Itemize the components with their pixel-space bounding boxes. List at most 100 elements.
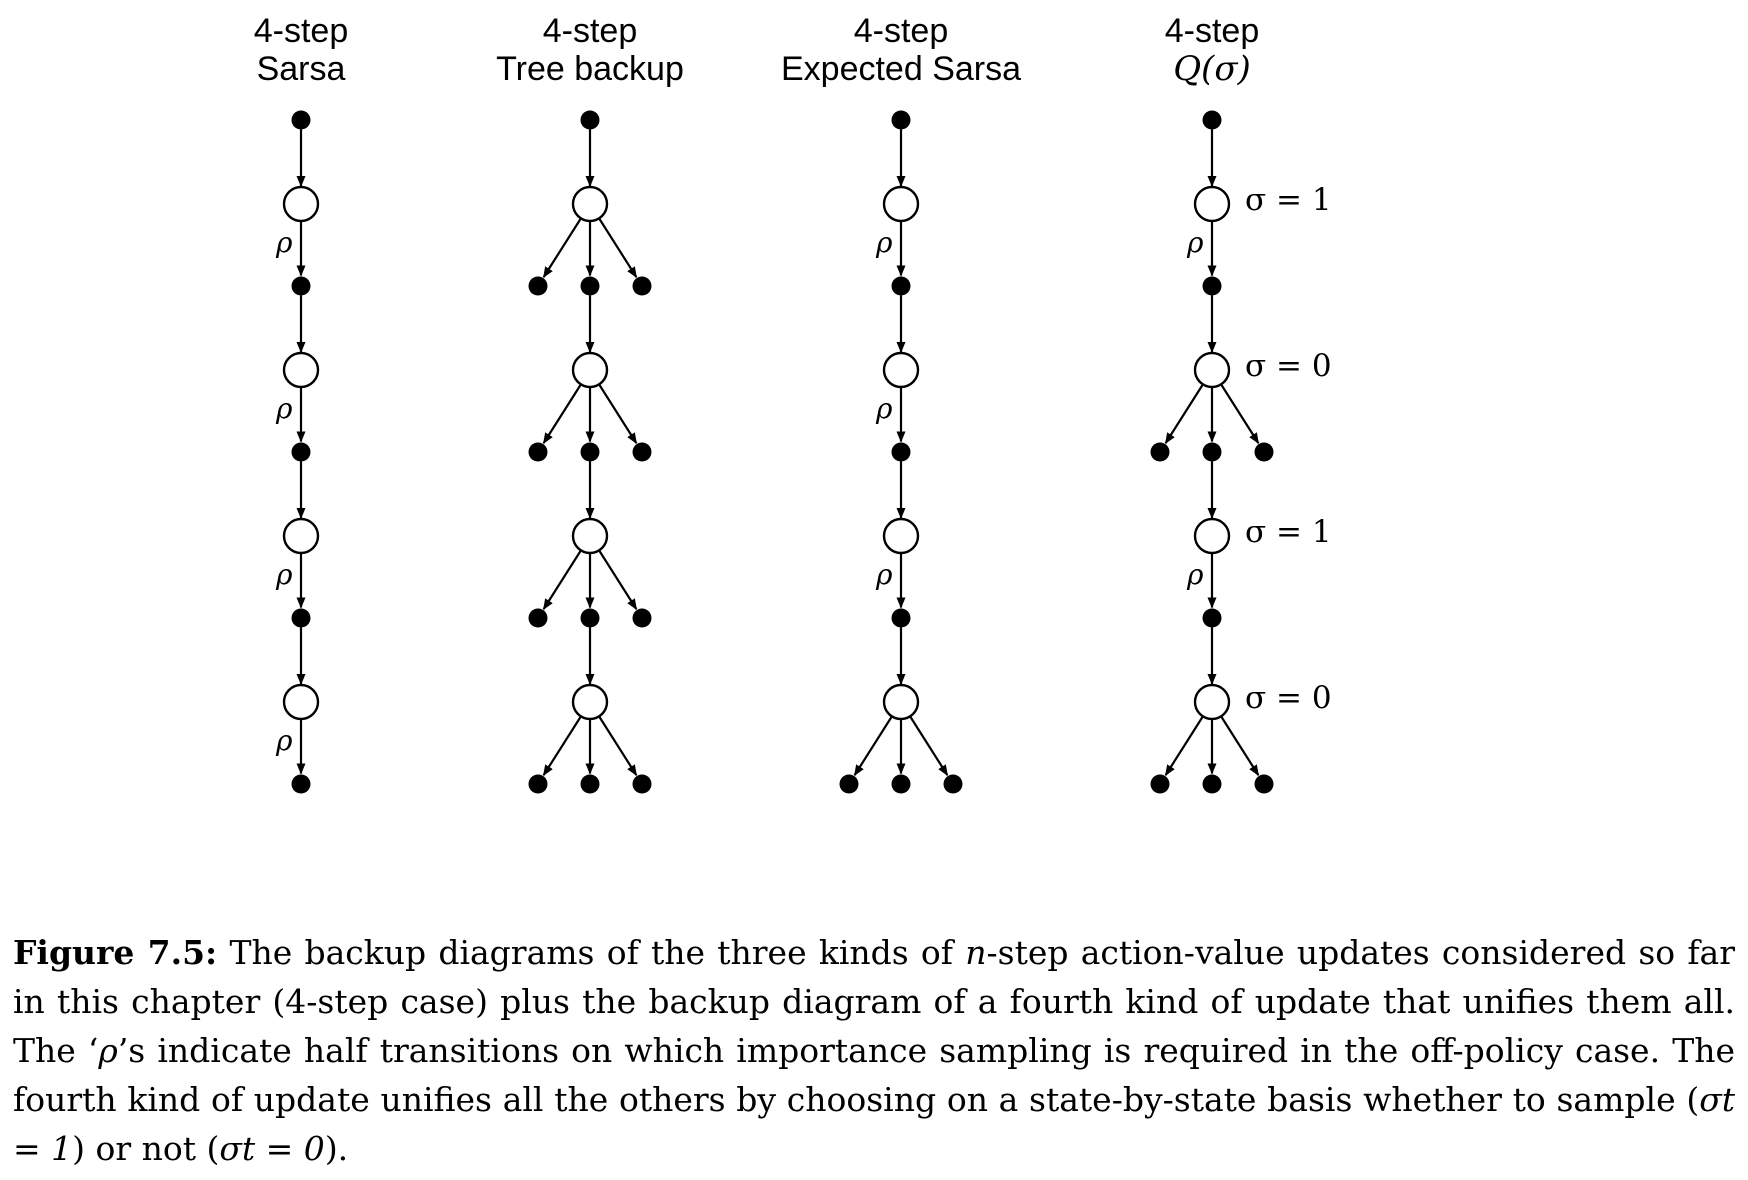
action-branch-arrow xyxy=(598,217,638,278)
figure-label: Figure 7.5: xyxy=(13,933,218,972)
side-state-node xyxy=(1254,774,1274,794)
terminal-state-node xyxy=(291,774,311,794)
side-state-node xyxy=(632,774,652,794)
state-node xyxy=(1202,276,1222,296)
column-title-line1: 4-step xyxy=(543,12,638,50)
state-node xyxy=(891,110,911,130)
state-node xyxy=(291,608,311,628)
action-branch-arrow xyxy=(853,715,893,776)
action-branch-arrow xyxy=(1164,383,1204,444)
terminal-state-node xyxy=(580,774,600,794)
action-node xyxy=(1193,185,1231,223)
action-branch-arrow xyxy=(909,715,949,776)
state-node xyxy=(291,442,311,462)
action-node xyxy=(882,351,920,389)
terminal-state-node xyxy=(891,774,911,794)
action-branch-arrow xyxy=(1164,715,1204,776)
column-title-line2: Expected Sarsa xyxy=(781,50,1021,88)
action-node xyxy=(282,185,320,223)
caption-text-1: The backup diagrams of the three kinds o… xyxy=(217,933,966,972)
action-node xyxy=(571,351,609,389)
rho-label: ρ xyxy=(275,724,293,757)
action-branch-arrow xyxy=(542,715,582,776)
side-state-node xyxy=(528,442,548,462)
action-node xyxy=(282,517,320,555)
rho-label: ρ xyxy=(1186,226,1204,259)
caption-text-3: ’s indicate half transitions on which im… xyxy=(13,1031,1735,1119)
side-state-node xyxy=(632,608,652,628)
state-node xyxy=(291,110,311,130)
caption-n: n xyxy=(965,933,987,972)
action-node xyxy=(571,517,609,555)
action-node xyxy=(1193,517,1231,555)
column-title-line1: 4-step xyxy=(854,12,949,50)
action-branch-arrow xyxy=(598,383,638,444)
action-node xyxy=(882,185,920,223)
caption-nosample-math: σt = 0 xyxy=(219,1129,325,1168)
side-state-node xyxy=(1254,442,1274,462)
rho-label: ρ xyxy=(875,392,893,425)
state-node xyxy=(1202,442,1222,462)
state-node xyxy=(580,276,600,296)
state-node xyxy=(891,608,911,628)
state-node xyxy=(891,276,911,296)
column-title-line1: 4-step xyxy=(1165,12,1260,50)
state-node xyxy=(291,276,311,296)
action-branch-arrow xyxy=(542,383,582,444)
side-state-node xyxy=(528,608,548,628)
rho-label: ρ xyxy=(275,226,293,259)
caption-text-4: ) or not ( xyxy=(72,1129,220,1168)
sigma-label: σ = 1 xyxy=(1245,182,1332,218)
caption-rho: ρ xyxy=(98,1031,118,1070)
action-branch-arrow xyxy=(598,715,638,776)
action-node xyxy=(282,351,320,389)
state-node xyxy=(891,442,911,462)
action-branch-arrow xyxy=(542,217,582,278)
side-state-node xyxy=(943,774,963,794)
action-node xyxy=(571,683,609,721)
column-title-line1: 4-step xyxy=(254,12,349,50)
column-title-line2: Q(σ) xyxy=(1173,49,1251,89)
rho-label: ρ xyxy=(275,392,293,425)
side-state-node xyxy=(528,774,548,794)
figure-caption: Figure 7.5: The backup diagrams of the t… xyxy=(13,928,1735,1173)
action-node xyxy=(282,683,320,721)
caption-text-2: -step action-value updates considered so… xyxy=(13,933,1736,1070)
action-branch-arrow xyxy=(1220,383,1260,444)
state-node xyxy=(580,442,600,462)
action-node xyxy=(882,683,920,721)
sigma-label: σ = 0 xyxy=(1245,680,1332,716)
side-state-node xyxy=(632,276,652,296)
action-branch-arrow xyxy=(598,549,638,610)
action-branch-arrow xyxy=(1220,715,1260,776)
rho-label: ρ xyxy=(875,226,893,259)
action-node xyxy=(1193,351,1231,389)
side-state-node xyxy=(528,276,548,296)
state-node xyxy=(580,608,600,628)
action-node xyxy=(571,185,609,223)
rho-label: ρ xyxy=(275,558,293,591)
side-state-node xyxy=(632,442,652,462)
column-title-line2: Tree backup xyxy=(496,50,684,88)
sigma-label: σ = 0 xyxy=(1245,348,1332,384)
state-node xyxy=(580,110,600,130)
action-node xyxy=(882,517,920,555)
action-branch-arrow xyxy=(542,549,582,610)
caption-sample-math: σt = 1 xyxy=(13,1080,1735,1168)
terminal-state-node xyxy=(1202,774,1222,794)
rho-label: ρ xyxy=(875,558,893,591)
column-title-line2: Sarsa xyxy=(257,50,346,88)
side-state-node xyxy=(839,774,859,794)
sigma-label: σ = 1 xyxy=(1245,514,1332,550)
state-node xyxy=(1202,608,1222,628)
rho-label: ρ xyxy=(1186,558,1204,591)
state-node xyxy=(1202,110,1222,130)
caption-text-5: ). xyxy=(324,1129,349,1168)
side-state-node xyxy=(1150,442,1170,462)
side-state-node xyxy=(1150,774,1170,794)
